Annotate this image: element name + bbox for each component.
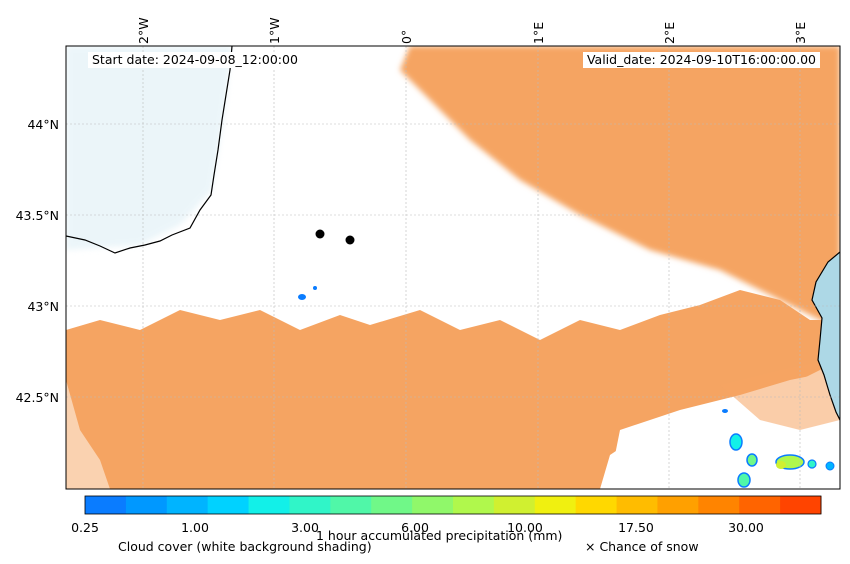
colorbar-swatch [289,496,331,514]
colorbar-swatch [248,496,290,514]
atlantic-haze [66,46,232,250]
colorbar-swatch [412,496,454,514]
colorbar-swatch [534,496,577,514]
cloud-edge-left [66,380,110,489]
precipitation-patches [298,286,835,488]
lat-tick-labels: 44°N 43.5°N 43°N 42.5°N [16,117,59,405]
lon-tick-label: 2°W [136,17,151,44]
lat-tick-label: 43.5°N [16,208,59,223]
lat-tick-label: 44°N [27,117,59,132]
colorbar-tick-label: 3.00 [291,520,319,535]
colorbar-tick-label: 17.50 [618,520,654,535]
location-marker-1 [315,229,325,239]
valid-date-label: Valid_date: 2024-09-10T16:00:00.00 [582,52,820,68]
map-frame [65,45,841,490]
colorbar-title: 1 hour accumulated precipitation (mm) [316,528,563,543]
colorbar-swatch [698,496,740,514]
colorbar-tick-label: 1.00 [181,520,209,535]
cloud-cover-legend: Cloud cover (white background shading) [118,539,372,554]
colorbar-tick-label: 30.00 [728,520,764,535]
colorbar-swatch [739,496,781,514]
colorbar-swatch [657,496,699,514]
start-date-label: Start date: 2024-09-08_12:00:00 [88,52,302,68]
colorbar-swatch [453,496,495,514]
colorbar [85,496,822,514]
colorbar-tick-label: 0.25 [71,520,99,535]
lat-tick-label: 42.5°N [16,390,59,405]
lon-tick-labels: 2°W 1°W 0° 1°E 2°E 3°E [136,17,808,44]
lon-tick-label: 0° [399,30,414,44]
cloud-cover-south [66,290,840,489]
coastline-atlantic [66,46,233,254]
lat-tick-label: 43°N [27,299,59,314]
location-marker-2 [345,235,355,245]
colorbar-swatch [616,496,658,514]
mediterranean-sea [812,252,840,420]
gridlines [66,46,840,489]
colorbar-swatch [125,496,168,514]
colorbar-swatch [371,496,413,514]
cloud-patch-south-east [720,360,840,430]
lon-tick-label: 3°E [793,22,808,44]
colorbar-swatch [575,496,618,514]
lon-tick-label: 1°W [267,17,282,44]
lon-tick-label: 2°E [662,22,677,44]
colorbar-swatch [207,496,250,514]
colorbar-frame [84,495,822,515]
colorbar-tick-label: 6.00 [401,520,429,535]
cloud-cover-north-east [400,46,840,330]
colorbar-tick-label: 10.00 [507,520,543,535]
colorbar-swatch [330,496,372,514]
colorbar-swatch [166,496,209,514]
colorbar-swatch [780,496,822,514]
coastline-mediterranean [811,251,840,421]
snow-legend: × Chance of snow [585,539,699,554]
colorbar-swatch [493,496,536,514]
colorbar-swatch [85,496,127,514]
lon-tick-label: 1°E [531,22,546,44]
map-area [66,46,840,489]
